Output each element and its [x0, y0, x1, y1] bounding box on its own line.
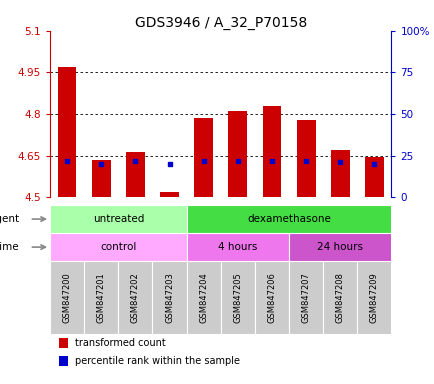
Bar: [126, 152, 145, 197]
Bar: [92, 160, 110, 197]
Bar: [289, 261, 322, 334]
Bar: [228, 111, 247, 197]
Bar: [152, 261, 186, 334]
Text: 24 hours: 24 hours: [316, 242, 362, 252]
Bar: [262, 106, 281, 197]
Text: transformed count: transformed count: [75, 338, 165, 348]
Bar: [50, 205, 186, 233]
Bar: [194, 118, 213, 197]
Bar: [364, 157, 383, 197]
Bar: [322, 261, 357, 334]
Bar: [296, 119, 315, 197]
Text: GSM847200: GSM847200: [62, 272, 72, 323]
Text: GSM847202: GSM847202: [131, 272, 140, 323]
Text: control: control: [100, 242, 136, 252]
Bar: [50, 261, 84, 334]
Text: percentile rank within the sample: percentile rank within the sample: [75, 356, 239, 366]
Text: GSM847201: GSM847201: [96, 272, 105, 323]
Text: GSM847209: GSM847209: [369, 272, 378, 323]
Text: 4 hours: 4 hours: [217, 242, 257, 252]
Text: GSM847207: GSM847207: [301, 272, 310, 323]
Text: dexamethasone: dexamethasone: [247, 214, 330, 224]
Bar: [220, 261, 254, 334]
Bar: [186, 261, 220, 334]
Bar: [58, 67, 76, 197]
Text: GSM847203: GSM847203: [164, 272, 174, 323]
Bar: [357, 261, 391, 334]
Text: agent: agent: [0, 214, 19, 224]
Text: GSM847206: GSM847206: [267, 272, 276, 323]
Text: untreated: untreated: [92, 214, 144, 224]
Text: time: time: [0, 242, 19, 252]
Bar: [118, 261, 152, 334]
Bar: [84, 261, 118, 334]
Text: GSM847208: GSM847208: [335, 272, 344, 323]
Title: GDS3946 / A_32_P70158: GDS3946 / A_32_P70158: [135, 16, 306, 30]
Bar: [186, 205, 391, 233]
Bar: [254, 261, 289, 334]
Text: GSM847205: GSM847205: [233, 272, 242, 323]
Bar: [289, 233, 391, 261]
Bar: [160, 192, 178, 197]
Bar: [186, 233, 289, 261]
Text: GSM847204: GSM847204: [199, 272, 208, 323]
Bar: [330, 150, 349, 197]
Bar: [50, 233, 186, 261]
